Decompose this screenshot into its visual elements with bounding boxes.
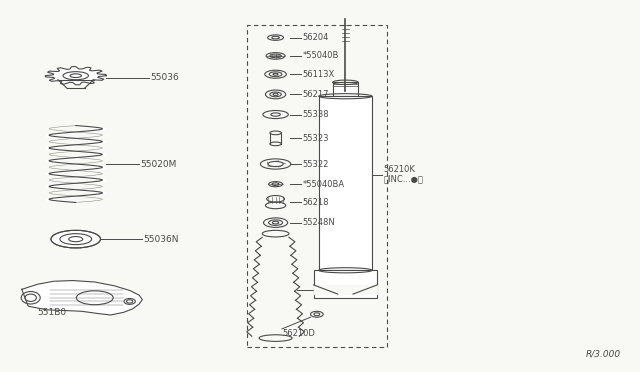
- Text: 56217: 56217: [303, 90, 330, 99]
- Text: 56218: 56218: [303, 198, 330, 207]
- Polygon shape: [314, 285, 377, 294]
- Text: 55020M: 55020M: [140, 160, 177, 169]
- Text: 55036N: 55036N: [143, 235, 179, 244]
- Text: 55248N: 55248N: [303, 218, 335, 227]
- Bar: [247, 25, 387, 347]
- Bar: [333, 82, 358, 96]
- Ellipse shape: [51, 230, 100, 248]
- Polygon shape: [45, 67, 106, 85]
- Text: 551B0: 551B0: [38, 308, 67, 317]
- Text: 56113X: 56113X: [303, 70, 335, 79]
- Text: 55322: 55322: [303, 160, 329, 169]
- Text: 56204: 56204: [303, 33, 329, 42]
- Bar: [314, 270, 377, 298]
- Bar: [319, 96, 372, 270]
- Text: 55240: 55240: [324, 286, 351, 295]
- Text: （INC...●）: （INC...●）: [383, 174, 423, 183]
- Text: 56210K: 56210K: [383, 165, 415, 174]
- Text: 56210D: 56210D: [282, 329, 315, 338]
- Text: R/3.000: R/3.000: [586, 349, 621, 358]
- Polygon shape: [22, 280, 142, 315]
- Text: *55040B: *55040B: [303, 51, 339, 60]
- Text: *55040BA: *55040BA: [303, 180, 345, 189]
- Text: 55323: 55323: [303, 134, 330, 143]
- Text: 55036: 55036: [150, 73, 179, 83]
- Text: 55338: 55338: [303, 110, 330, 119]
